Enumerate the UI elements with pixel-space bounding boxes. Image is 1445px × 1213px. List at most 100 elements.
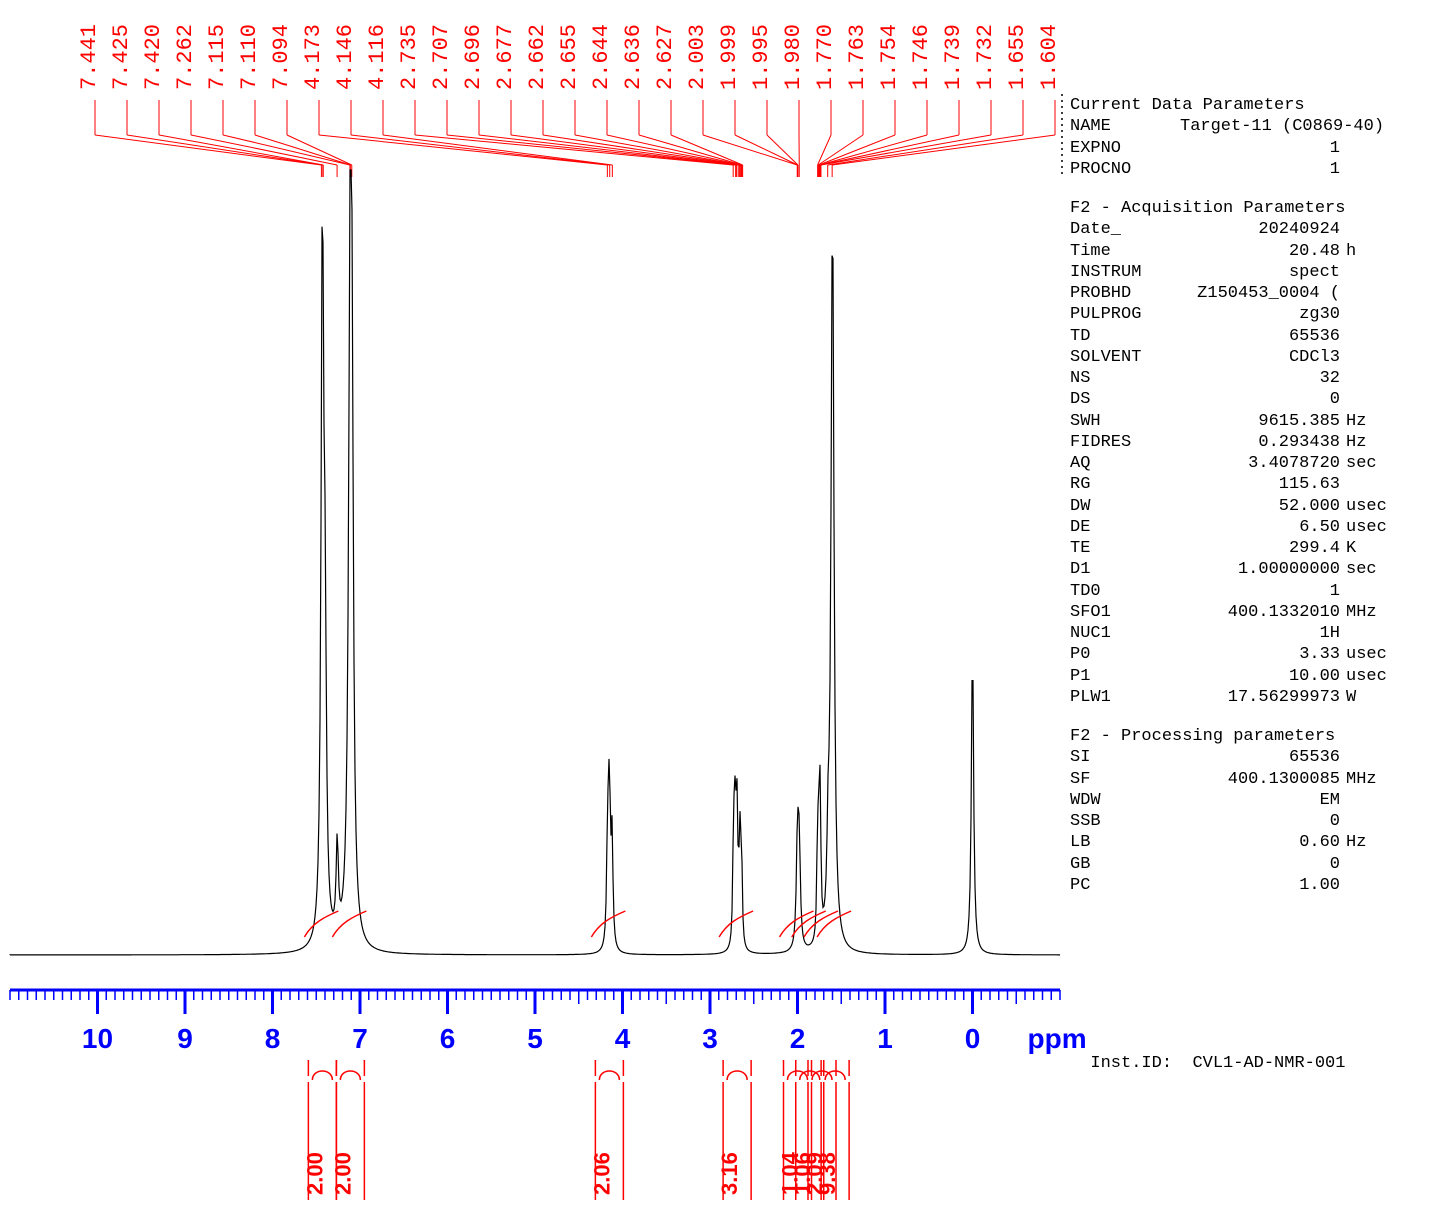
- param-unit: [1340, 581, 1395, 602]
- param-value: 115.63: [1170, 474, 1340, 495]
- param-unit: [1340, 262, 1395, 283]
- param-row: DE6.50usec: [1070, 517, 1440, 538]
- param-label: INSTRUM: [1070, 262, 1170, 283]
- param-row: PULPROGzg30: [1070, 304, 1440, 325]
- peak-label: 1.739: [941, 24, 966, 90]
- param-row: RG115.63: [1070, 474, 1440, 495]
- param-row: Date_20240924: [1070, 219, 1440, 240]
- peak-label: 2.735: [397, 24, 422, 90]
- param-value: 20240924: [1170, 219, 1340, 240]
- peak-label: 2.696: [461, 24, 486, 90]
- param-label: EXPNO: [1070, 138, 1170, 159]
- param-label: Time: [1070, 241, 1170, 262]
- param-value: 52.000: [1170, 496, 1340, 517]
- param-label: PROCNO: [1070, 159, 1170, 180]
- param-unit: usec: [1340, 496, 1395, 517]
- param-section-title: Current Data Parameters: [1070, 95, 1440, 116]
- axis-tick-label: 1: [877, 1023, 893, 1054]
- param-value: 1: [1170, 159, 1340, 180]
- peak-label: 4.173: [301, 24, 326, 90]
- axis-tick-label: 3: [702, 1023, 718, 1054]
- param-label: Date_: [1070, 219, 1170, 240]
- param-label: SOLVENT: [1070, 347, 1170, 368]
- param-row: AQ3.4078720sec: [1070, 453, 1440, 474]
- param-value: 0.293438: [1170, 432, 1340, 453]
- axis-tick-label: 2: [790, 1023, 806, 1054]
- param-row: DW52.000usec: [1070, 496, 1440, 517]
- param-unit: [1340, 790, 1395, 811]
- param-row: TD65536: [1070, 326, 1440, 347]
- peak-label: 7.441: [77, 24, 102, 90]
- param-label: WDW: [1070, 790, 1170, 811]
- peak-label: 1.763: [845, 24, 870, 90]
- param-label: NS: [1070, 368, 1170, 389]
- param-unit: Hz: [1340, 832, 1395, 853]
- param-row: Time20.48h: [1070, 241, 1440, 262]
- param-label: AQ: [1070, 453, 1170, 474]
- param-unit: [1340, 347, 1395, 368]
- param-row: GB0: [1070, 854, 1440, 875]
- axis-tick-label: 6: [440, 1023, 456, 1054]
- peak-label: 2.662: [525, 24, 550, 90]
- integral-value: 2.00: [302, 1152, 327, 1195]
- integral-value: 3.16: [717, 1152, 742, 1195]
- param-unit: [1340, 623, 1395, 644]
- peak-label: 1.754: [877, 24, 902, 90]
- param-row: SI65536: [1070, 747, 1440, 768]
- param-row: D11.00000000sec: [1070, 559, 1440, 580]
- param-unit: Hz: [1340, 411, 1395, 432]
- param-unit: [1340, 389, 1395, 410]
- integral-value: 9.38: [815, 1152, 840, 1195]
- param-value: 3.4078720: [1170, 453, 1340, 474]
- param-row: EXPNO1: [1070, 138, 1440, 159]
- param-unit: [1340, 854, 1395, 875]
- param-row: NS32: [1070, 368, 1440, 389]
- param-row: PLW117.56299973W: [1070, 687, 1440, 708]
- param-unit: [1340, 875, 1395, 896]
- param-row: NUC11H: [1070, 623, 1440, 644]
- param-label: NUC1: [1070, 623, 1170, 644]
- param-label: PC: [1070, 875, 1170, 896]
- param-row: SOLVENTCDCl3: [1070, 347, 1440, 368]
- param-label: PULPROG: [1070, 304, 1170, 325]
- axis-tick-label: 10: [82, 1023, 113, 1054]
- param-value: 400.1300085: [1170, 769, 1340, 790]
- param-label: GB: [1070, 854, 1170, 875]
- param-row: TD01: [1070, 581, 1440, 602]
- param-unit: usec: [1340, 517, 1395, 538]
- param-label: SFO1: [1070, 602, 1170, 623]
- param-label: TE: [1070, 538, 1170, 559]
- param-label: SF: [1070, 769, 1170, 790]
- param-label: SSB: [1070, 811, 1170, 832]
- param-unit: [1340, 326, 1395, 347]
- peak-label: 1.980: [781, 24, 806, 90]
- param-unit: usec: [1340, 666, 1395, 687]
- param-value: 0: [1170, 854, 1340, 875]
- peak-label: 7.425: [109, 24, 134, 90]
- param-unit: [1340, 138, 1395, 159]
- peak-label: 2.644: [589, 24, 614, 90]
- param-row: SF400.1300085MHz: [1070, 769, 1440, 790]
- peak-label: 7.420: [141, 24, 166, 90]
- param-unit: Hz: [1340, 432, 1395, 453]
- peak-label: 1.732: [973, 24, 998, 90]
- peak-label: 1.999: [717, 24, 742, 90]
- param-row: SSB0: [1070, 811, 1440, 832]
- param-row: TE299.4K: [1070, 538, 1440, 559]
- param-value: 0: [1170, 811, 1340, 832]
- parameter-block: Current Data ParametersNAMETarget-11 (C0…: [1070, 95, 1440, 896]
- param-value: 0: [1170, 389, 1340, 410]
- param-row: PC1.00: [1070, 875, 1440, 896]
- axis-tick-label: 0: [965, 1023, 981, 1054]
- param-value: 3.33: [1170, 644, 1340, 665]
- param-label: DE: [1070, 517, 1170, 538]
- param-unit: sec: [1340, 453, 1395, 474]
- param-unit: sec: [1340, 559, 1395, 580]
- param-label: SI: [1070, 747, 1170, 768]
- param-row: SFO1400.1332010MHz: [1070, 602, 1440, 623]
- peak-label: 4.146: [333, 24, 358, 90]
- param-value: 0.60: [1170, 832, 1340, 853]
- param-section-title: F2 - Acquisition Parameters: [1070, 198, 1440, 219]
- peak-label: 7.115: [205, 24, 230, 90]
- axis-tick-label: 4: [615, 1023, 631, 1054]
